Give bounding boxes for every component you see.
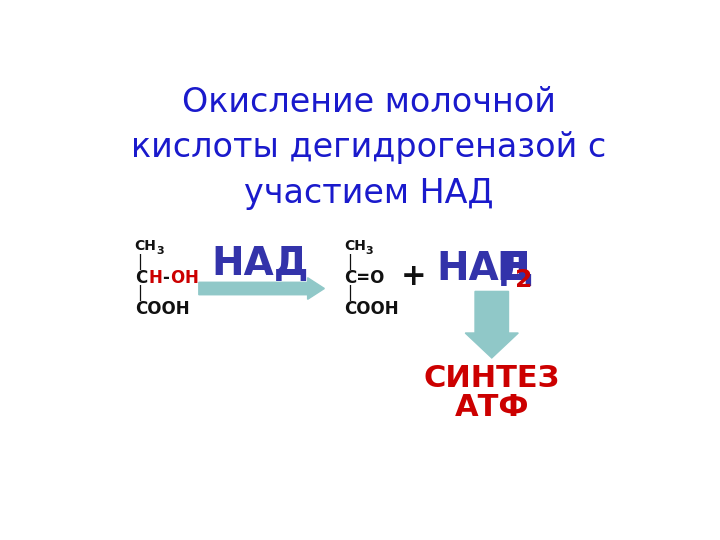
Text: СООН: СООН	[135, 300, 189, 318]
Text: С=О: С=О	[344, 269, 384, 287]
Text: |: |	[347, 286, 352, 301]
Text: Н: Н	[185, 269, 199, 287]
Text: С: С	[135, 269, 147, 287]
Text: О: О	[170, 269, 184, 287]
FancyArrow shape	[199, 278, 324, 299]
Text: НАД: НАД	[436, 249, 534, 287]
Text: Н: Н	[496, 249, 529, 287]
Text: Н: Н	[148, 269, 163, 287]
Text: НАД: НАД	[212, 245, 309, 284]
FancyArrow shape	[465, 292, 518, 358]
Text: |: |	[347, 254, 352, 271]
Text: Окисление молочной: Окисление молочной	[182, 86, 556, 119]
Text: CH: CH	[135, 239, 156, 253]
Text: |: |	[138, 254, 143, 271]
Text: |: |	[138, 286, 143, 301]
Text: СИНТЕЗ: СИНТЕЗ	[423, 364, 560, 393]
Text: 3: 3	[365, 246, 373, 255]
Text: CH: CH	[344, 239, 366, 253]
Text: 2: 2	[516, 268, 533, 292]
Text: кислоты дегидрогеназой с: кислоты дегидрогеназой с	[131, 131, 607, 165]
Text: -: -	[163, 269, 169, 287]
Text: участием НАД: участием НАД	[244, 177, 494, 210]
Text: АТФ: АТФ	[454, 393, 529, 422]
Text: СООН: СООН	[344, 300, 398, 318]
Text: 3: 3	[156, 246, 163, 255]
Text: +: +	[401, 262, 426, 292]
